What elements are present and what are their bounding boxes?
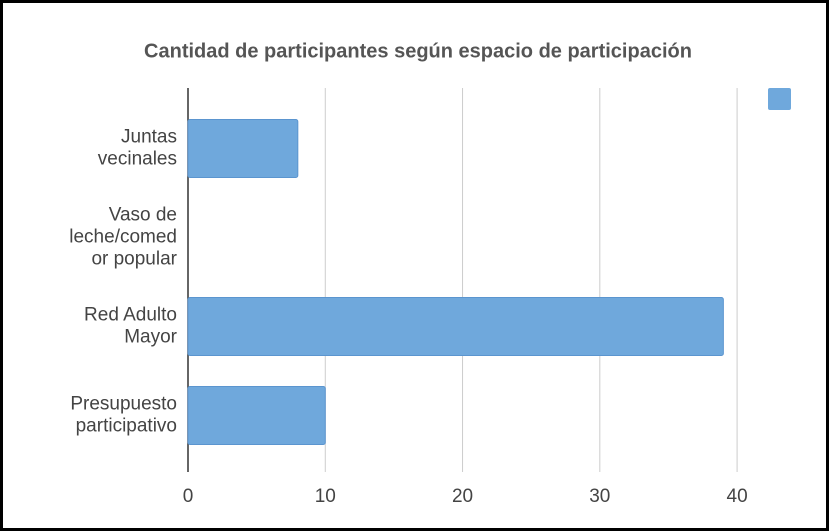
x-tick-label: 0 (183, 486, 194, 507)
y-tick-label: Red Adulto Mayor (84, 305, 178, 348)
bar (187, 119, 299, 178)
legend-swatch (768, 88, 791, 110)
x-tick-label: 10 (315, 486, 336, 507)
y-tick-label: Presupuesto participativo (70, 394, 177, 437)
chart-title: Cantidad de participantes según espacio … (144, 40, 692, 62)
x-tick-label: 20 (452, 486, 473, 507)
bar (187, 297, 724, 356)
x-tick-label: 30 (589, 486, 610, 507)
x-tick-label: 40 (727, 486, 748, 507)
y-tick-label: Juntas vecinales (98, 127, 177, 170)
y-tick-label: Vaso de leche/comed or popular (69, 205, 177, 270)
bar (187, 386, 326, 445)
